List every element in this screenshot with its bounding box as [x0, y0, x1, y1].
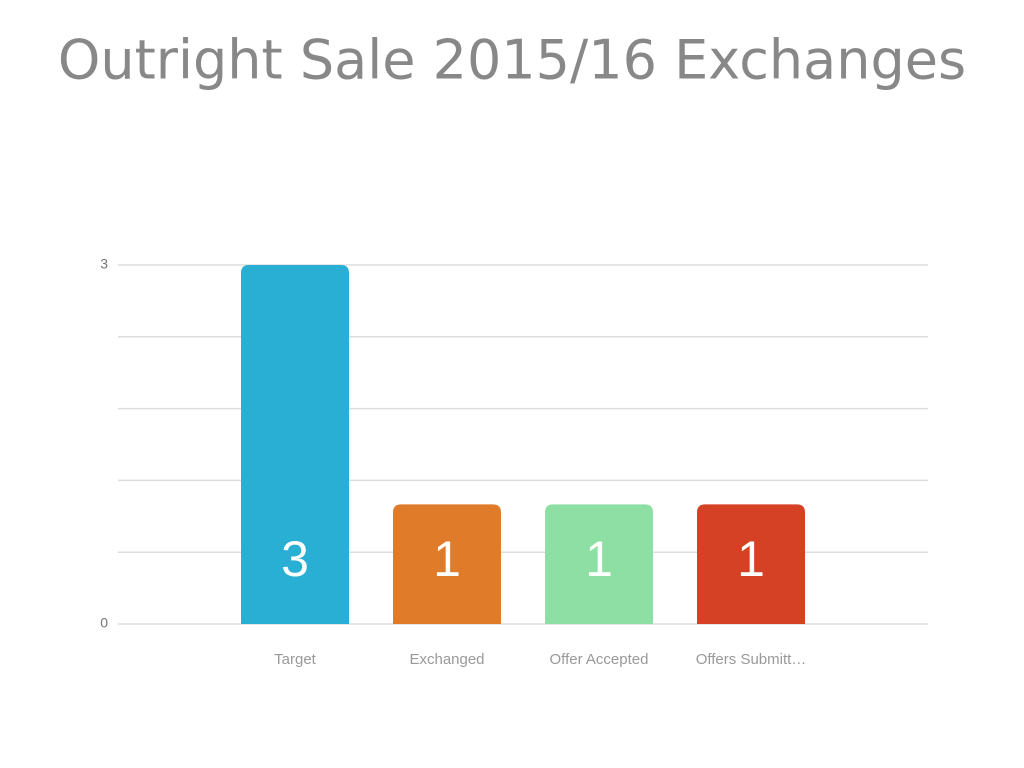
bar [697, 504, 805, 624]
x-tick-label: Target [274, 651, 317, 668]
value-label: 1 [737, 531, 765, 587]
x-tick-label: Offers Submitt… [696, 651, 807, 668]
value-label: 1 [433, 531, 461, 587]
x-tick-label: Exchanged [409, 651, 484, 668]
chart-title: Outright Sale 2015/16 Exchanges [58, 29, 966, 92]
bar [393, 504, 501, 624]
bar [545, 504, 653, 624]
y-tick-label: 3 [100, 256, 108, 272]
bar [241, 265, 349, 624]
x-tick-label: Offer Accepted [550, 651, 649, 668]
value-label: 3 [281, 531, 309, 587]
value-label: 1 [585, 531, 613, 587]
y-tick-label: 0 [100, 615, 108, 631]
